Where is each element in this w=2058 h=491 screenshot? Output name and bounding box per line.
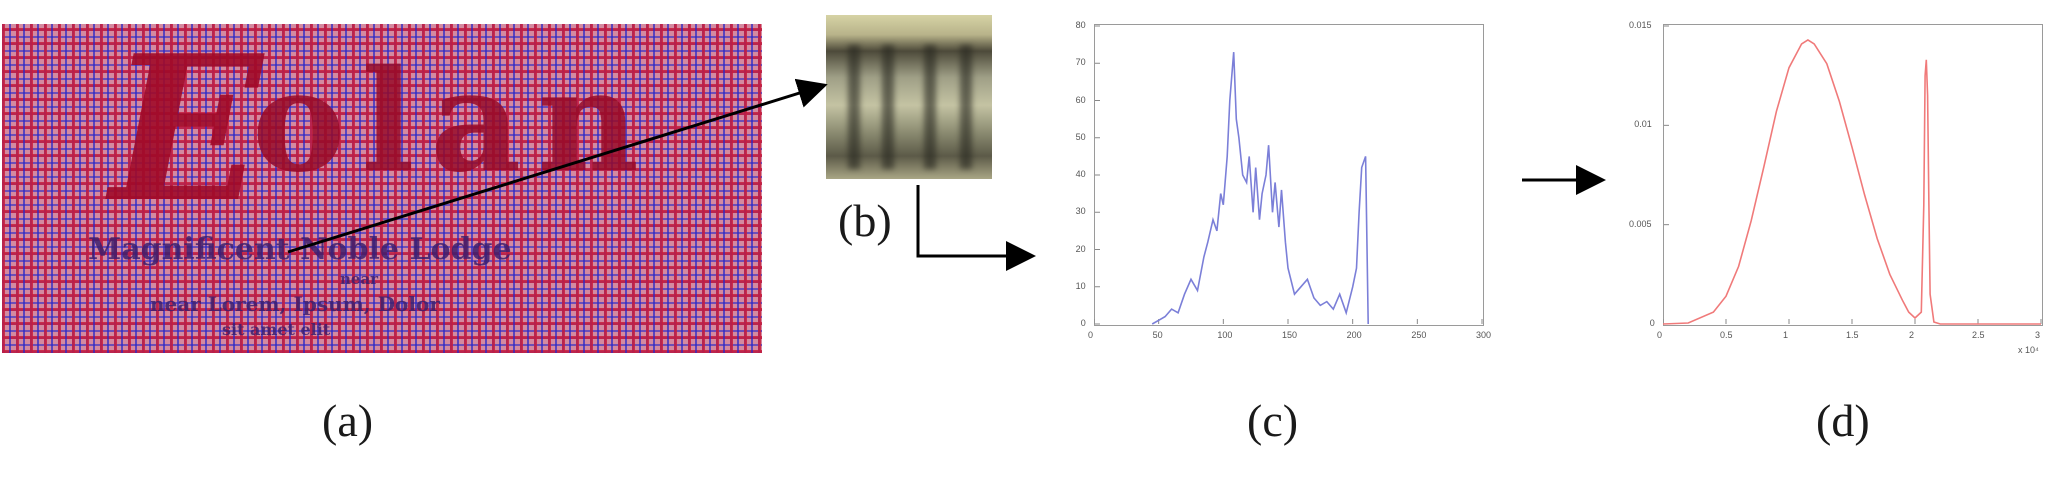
- text-line-4: sit amet elit: [222, 320, 331, 339]
- plot-c-ytick-label: 40: [1075, 169, 1086, 179]
- blackletter-word: olan: [252, 40, 656, 204]
- plot-c-ytick-label: 10: [1075, 280, 1086, 291]
- plot-c-ytick-label: 60: [1075, 94, 1086, 105]
- arrow-b-to-c: [916, 185, 1036, 271]
- plot-d-frame: [1663, 24, 2043, 326]
- text-line-2: near: [340, 270, 379, 288]
- caption-b: (b): [838, 195, 892, 246]
- plot-d-xtick-label: 3: [2035, 330, 2041, 340]
- plot-c-xtick-label: 0: [1088, 330, 1094, 340]
- plot-d-xtick-label: 0: [1657, 330, 1663, 340]
- plot-c-ytick-label: 50: [1075, 131, 1086, 142]
- plot-c-xtick-label: 150: [1282, 330, 1298, 340]
- plot-c-histogram: [1094, 25, 1483, 325]
- plot-d-series-line: [1663, 38, 2041, 325]
- plot-c-xtick-label: 200: [1346, 330, 1362, 340]
- caption-c: (c): [1247, 395, 1299, 446]
- plot-c-ytick-label: 80: [1075, 20, 1086, 30]
- plot-d-ytick-label: 0.015: [1629, 20, 1652, 30]
- plot-c-ytick-label: 30: [1075, 206, 1086, 217]
- plot-c-ytick-label: 0: [1080, 318, 1086, 328]
- plot-c-xtick-label: 300: [1476, 330, 1492, 340]
- plot-c-ytick-label: 70: [1075, 57, 1086, 68]
- plot-c-xtick-label: 100: [1217, 330, 1233, 340]
- plot-d-xtick-label: 2: [1909, 330, 1915, 340]
- plot-d-xtick-label: 0.5: [1720, 330, 1733, 340]
- arrow-a-to-b: [287, 78, 828, 254]
- plot-d-ytick-label: 0: [1649, 318, 1655, 328]
- plot-c-xtick-label: 250: [1411, 330, 1427, 340]
- decorative-initial-e: E: [110, 24, 263, 247]
- plot-d-x-scale-note: x 10⁴: [2018, 345, 2039, 355]
- caption-a: (a): [322, 395, 374, 446]
- text-line-3: near Lorem, Ipsum, Dolor: [150, 292, 440, 316]
- panel-b-zoomed-patch: [826, 15, 992, 179]
- plot-d-xtick-label: 1.5: [1846, 330, 1859, 340]
- caption-d: (d): [1816, 395, 1870, 446]
- plot-c-xtick-label: 50: [1152, 330, 1163, 340]
- plot-d-ytick-label: 0.005: [1629, 218, 1652, 229]
- plot-c-series-line: [1151, 52, 1369, 325]
- plot-c-frame: [1094, 24, 1484, 326]
- plot-d-xtick-label: 1: [1783, 330, 1789, 340]
- panel-a-document-image: E olan Magnificent Noble Lodge near near…: [2, 24, 762, 353]
- plot-d-distribution: [1663, 25, 2042, 325]
- plot-c-ytick-label: 20: [1075, 243, 1086, 254]
- plot-d-xtick-label: 2.5: [1972, 330, 1985, 340]
- plot-d-ytick-label: 0.01: [1634, 119, 1652, 130]
